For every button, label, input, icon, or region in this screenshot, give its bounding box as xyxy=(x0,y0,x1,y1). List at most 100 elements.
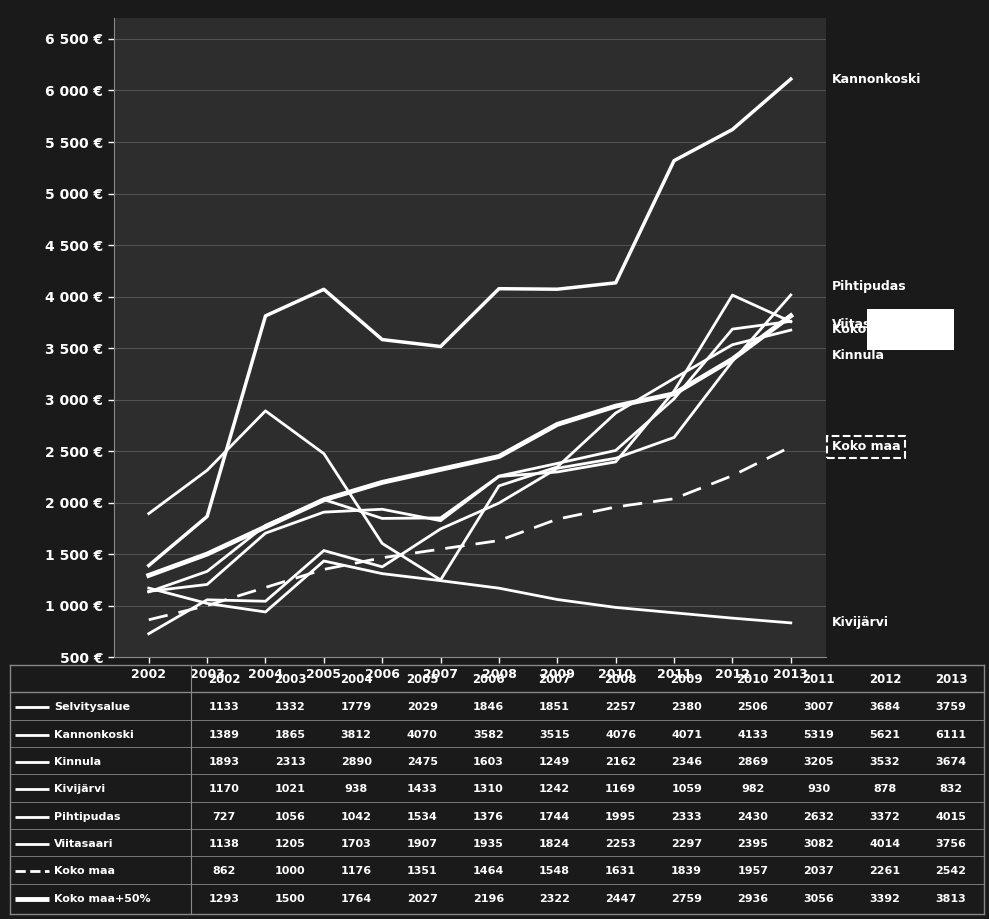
Text: 5621: 5621 xyxy=(869,730,900,740)
Text: 2890: 2890 xyxy=(341,757,372,767)
Text: 4076: 4076 xyxy=(605,730,636,740)
Text: 1995: 1995 xyxy=(605,811,636,822)
Text: 2005: 2005 xyxy=(406,674,439,686)
Text: 1464: 1464 xyxy=(473,867,504,877)
Text: 832: 832 xyxy=(940,784,962,794)
Text: 2257: 2257 xyxy=(605,702,636,712)
Text: 2380: 2380 xyxy=(672,702,702,712)
Text: 1846: 1846 xyxy=(473,702,504,712)
Text: 3684: 3684 xyxy=(869,702,901,712)
Text: 1170: 1170 xyxy=(209,784,239,794)
Text: 4071: 4071 xyxy=(672,730,702,740)
Text: 2447: 2447 xyxy=(605,893,636,903)
Text: 3582: 3582 xyxy=(473,730,503,740)
Text: Pihtipudas: Pihtipudas xyxy=(54,811,121,822)
Text: Koko maa+50%: Koko maa+50% xyxy=(832,323,941,335)
Text: 2430: 2430 xyxy=(738,811,768,822)
Text: 2346: 2346 xyxy=(672,757,702,767)
Text: 1779: 1779 xyxy=(340,702,372,712)
Text: 2008: 2008 xyxy=(604,674,637,686)
Text: 3372: 3372 xyxy=(869,811,900,822)
Text: Kinnula: Kinnula xyxy=(832,349,884,362)
Text: 2013: 2013 xyxy=(935,674,967,686)
Text: 1865: 1865 xyxy=(275,730,306,740)
Text: Viitasaari: Viitasaari xyxy=(832,318,898,331)
Text: 1631: 1631 xyxy=(605,867,636,877)
Text: Selvitysalue: Selvitysalue xyxy=(54,702,131,712)
Text: 2542: 2542 xyxy=(936,867,966,877)
Text: 862: 862 xyxy=(213,867,235,877)
Text: 1021: 1021 xyxy=(275,784,306,794)
Text: 2395: 2395 xyxy=(738,839,768,849)
Text: 3056: 3056 xyxy=(803,893,834,903)
Text: 2037: 2037 xyxy=(803,867,834,877)
Text: 2002: 2002 xyxy=(208,674,240,686)
Text: 2010: 2010 xyxy=(737,674,769,686)
Text: 3392: 3392 xyxy=(869,893,900,903)
Text: 1133: 1133 xyxy=(209,702,239,712)
Text: 1242: 1242 xyxy=(539,784,570,794)
Text: 1205: 1205 xyxy=(275,839,306,849)
Text: 2004: 2004 xyxy=(340,674,373,686)
Text: 2011: 2011 xyxy=(803,674,835,686)
Text: 2027: 2027 xyxy=(406,893,438,903)
Text: Koko maa: Koko maa xyxy=(832,440,900,453)
Text: 1176: 1176 xyxy=(340,867,372,877)
Text: 1169: 1169 xyxy=(605,784,636,794)
Text: 1293: 1293 xyxy=(209,893,239,903)
Text: 2297: 2297 xyxy=(672,839,702,849)
Text: 1138: 1138 xyxy=(209,839,239,849)
Text: 3813: 3813 xyxy=(936,893,966,903)
Text: 1376: 1376 xyxy=(473,811,504,822)
Text: 1893: 1893 xyxy=(209,757,239,767)
Text: 1957: 1957 xyxy=(737,867,768,877)
Text: 1935: 1935 xyxy=(473,839,503,849)
Text: 1056: 1056 xyxy=(275,811,306,822)
FancyBboxPatch shape xyxy=(866,309,954,350)
Text: 2632: 2632 xyxy=(803,811,835,822)
Text: 3756: 3756 xyxy=(936,839,966,849)
Text: 2322: 2322 xyxy=(539,893,570,903)
Text: 930: 930 xyxy=(807,784,831,794)
Text: 1500: 1500 xyxy=(275,893,306,903)
Text: 1059: 1059 xyxy=(672,784,702,794)
Text: Kivijärvi: Kivijärvi xyxy=(832,617,889,630)
Text: 2475: 2475 xyxy=(406,757,438,767)
Text: Koko maa+50%: Koko maa+50% xyxy=(54,893,151,903)
Text: 1907: 1907 xyxy=(406,839,438,849)
Text: 938: 938 xyxy=(344,784,368,794)
Text: 3515: 3515 xyxy=(539,730,570,740)
Text: 2012: 2012 xyxy=(868,674,901,686)
Text: 2261: 2261 xyxy=(869,867,901,877)
Text: 878: 878 xyxy=(873,784,897,794)
Text: 2313: 2313 xyxy=(275,757,306,767)
Text: 727: 727 xyxy=(213,811,235,822)
Text: Kannonkoski: Kannonkoski xyxy=(832,73,921,85)
Text: 2006: 2006 xyxy=(472,674,504,686)
Text: 2333: 2333 xyxy=(672,811,702,822)
Text: 3812: 3812 xyxy=(341,730,372,740)
Text: 3082: 3082 xyxy=(803,839,834,849)
Text: Kivijärvi: Kivijärvi xyxy=(54,784,106,794)
Text: Koko maa: Koko maa xyxy=(54,867,116,877)
Text: Pihtipudas: Pihtipudas xyxy=(832,280,906,293)
Text: 1534: 1534 xyxy=(406,811,438,822)
Text: 1603: 1603 xyxy=(473,757,503,767)
Text: 3532: 3532 xyxy=(869,757,900,767)
Text: 4133: 4133 xyxy=(738,730,768,740)
Text: 2506: 2506 xyxy=(738,702,768,712)
Text: 2936: 2936 xyxy=(737,893,768,903)
Text: Kannonkoski: Kannonkoski xyxy=(54,730,135,740)
Text: 1839: 1839 xyxy=(672,867,702,877)
Text: 2253: 2253 xyxy=(605,839,636,849)
Text: Kinnula: Kinnula xyxy=(54,757,102,767)
Text: 4015: 4015 xyxy=(936,811,966,822)
Text: 2007: 2007 xyxy=(538,674,571,686)
Text: 1310: 1310 xyxy=(473,784,503,794)
Text: 1851: 1851 xyxy=(539,702,570,712)
Text: 2869: 2869 xyxy=(737,757,768,767)
Text: 2009: 2009 xyxy=(671,674,703,686)
Text: 1351: 1351 xyxy=(406,867,438,877)
Text: 1703: 1703 xyxy=(341,839,372,849)
Text: 982: 982 xyxy=(741,784,764,794)
